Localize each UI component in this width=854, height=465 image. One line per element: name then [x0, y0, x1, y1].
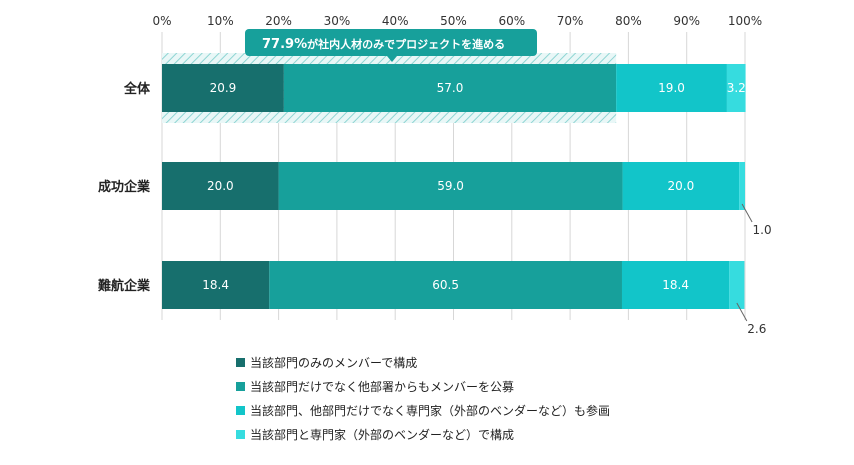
x-tick-label: 80% [615, 14, 642, 28]
bar-segment [162, 261, 270, 309]
x-tick-label: 30% [324, 14, 351, 28]
leader-line [741, 203, 753, 223]
legend-swatch [236, 381, 245, 391]
legend: 当該部門のみのメンバーで構成 当該部門だけでなく他部署からもメンバーを公募 当該部門… [236, 350, 610, 446]
bar-segment [162, 64, 284, 112]
x-tick-label: 50% [440, 14, 467, 28]
bar-segment [283, 64, 617, 112]
bar-segment [729, 261, 745, 309]
legend-swatch [236, 405, 245, 415]
x-tick-label: 60% [498, 14, 525, 28]
data-label: 60.5 [432, 278, 459, 292]
data-label: 19.0 [658, 81, 685, 95]
bar-segment [278, 162, 623, 210]
stacked-bar-chart: 0% 10% 20% 30% 40% 50% 60% 70% 80% 90% 100% 20.9 57… [98, 14, 772, 336]
legend-label: 当該部門、他部門だけでなく専門家（外部のベンダーなど）も参画 [250, 403, 611, 418]
bar-segment [726, 64, 746, 112]
legend-label: 当該部門だけでなく他部署からもメンバーを公募 [250, 379, 515, 394]
category-label: 成功企業 [98, 179, 151, 195]
data-label: 20.0 [207, 179, 234, 193]
x-tick-label: 40% [382, 14, 409, 28]
x-tick-label: 70% [557, 14, 584, 28]
x-axis-tick-labels: 0% 10% 20% 30% 40% 50% 60% 70% 80% 90% 100% [152, 14, 762, 28]
x-tick-label: 90% [673, 14, 700, 28]
callout-pointer [387, 56, 397, 62]
data-label: 20.9 [210, 81, 237, 95]
data-label: 59.0 [437, 179, 464, 193]
bar-segment [269, 261, 622, 309]
legend-swatch [236, 357, 245, 367]
legend-item: 当該部門と専門家（外部のベンダーなど）で構成 [236, 422, 610, 446]
callout-value: 77.9% [262, 37, 307, 52]
data-label: 18.4 [662, 278, 689, 292]
category-label: 難航企業 [98, 278, 151, 294]
data-label: 2.6 [747, 322, 766, 336]
callout-caption: が社内人材のみでプロジェクトを進める [307, 37, 505, 51]
x-tick-label: 100% [728, 14, 762, 28]
legend-item: 当該部門のみのメンバーで構成 [236, 350, 610, 374]
data-label: 18.4 [202, 278, 229, 292]
annotation-callout: 77.9%が社内人材のみでプロジェクトを進める [245, 29, 537, 62]
x-tick-label: 0% [152, 14, 171, 28]
legend-label: 当該部門のみのメンバーで構成 [250, 355, 418, 370]
legend-item: 当該部門だけでなく他部署からもメンバーを公募 [236, 374, 610, 398]
data-label: 1.0 [753, 223, 772, 237]
x-tick-label: 10% [207, 14, 234, 28]
bar-segment [616, 64, 727, 112]
leader-line [736, 302, 748, 322]
legend-item: 当該部門、他部門だけでなく専門家（外部のベンダーなど）も参画 [236, 398, 610, 422]
bar-segment [621, 261, 730, 309]
bars: 20.9 57.0 19.0 3.2 20.0 59.0 20.0 1.0 18.4 60.5 18… [162, 64, 772, 336]
bar-segment [739, 162, 745, 210]
callout-text: 77.9%が社内人材のみでプロジェクトを進める [262, 37, 505, 52]
bar-segment [162, 162, 279, 210]
legend-label: 当該部門と専門家（外部のベンダーなど）で構成 [250, 427, 515, 442]
x-tick-label: 20% [265, 14, 292, 28]
data-label: 57.0 [437, 81, 464, 95]
bar-segment [622, 162, 740, 210]
category-label: 全体 [123, 81, 151, 97]
callout-box [245, 29, 537, 56]
data-label: 20.0 [668, 179, 695, 193]
legend-swatch [236, 429, 245, 439]
data-label: 3.2 [727, 81, 746, 95]
